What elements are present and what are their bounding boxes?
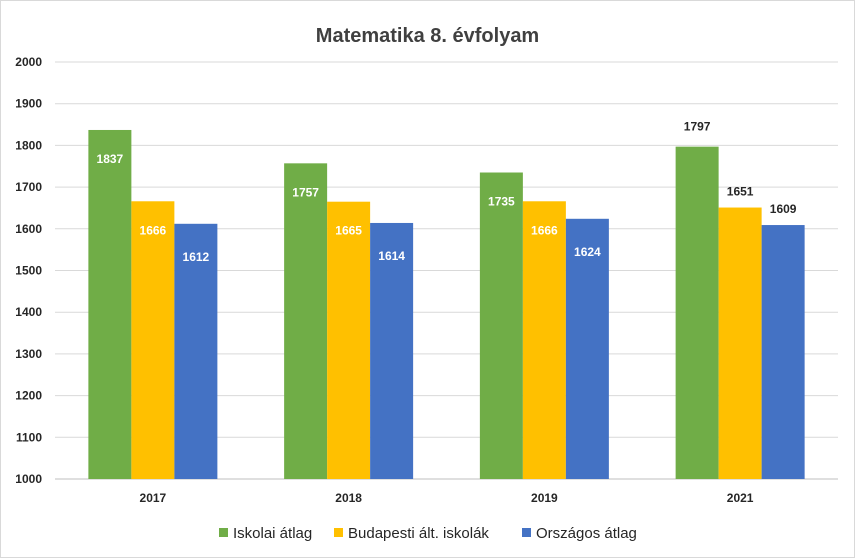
chart-title: Matematika 8. évfolyam xyxy=(315,25,540,47)
data-label: 1757 xyxy=(292,185,319,199)
x-category-label: 2017 xyxy=(140,491,167,505)
bar xyxy=(565,218,609,480)
bar xyxy=(675,146,719,479)
bar xyxy=(131,201,175,479)
data-label: 1624 xyxy=(574,245,601,259)
y-tick-label: 1500 xyxy=(15,264,42,278)
y-tick-label: 1600 xyxy=(15,222,42,236)
data-label: 1666 xyxy=(140,223,167,237)
bar xyxy=(522,201,566,479)
bar xyxy=(479,172,523,479)
data-label: 1614 xyxy=(378,249,405,263)
data-label: 1612 xyxy=(183,250,210,264)
legend-label: Budapesti ált. iskolák xyxy=(348,525,489,542)
bar xyxy=(327,201,371,479)
bar xyxy=(284,163,328,479)
bar xyxy=(718,207,762,479)
y-tick-label: 1400 xyxy=(15,305,42,319)
x-category-label: 2021 xyxy=(727,491,754,505)
legend-swatch xyxy=(219,528,228,537)
bar xyxy=(174,223,218,479)
data-label: 1837 xyxy=(97,152,124,166)
y-tick-label: 1100 xyxy=(16,430,42,444)
data-label: 1797 xyxy=(684,120,711,134)
data-label: 1735 xyxy=(488,195,515,209)
data-label: 1666 xyxy=(531,223,558,237)
y-tick-label: 1300 xyxy=(15,347,42,361)
legend-swatch xyxy=(334,528,343,537)
data-label: 1609 xyxy=(770,202,797,216)
x-category-label: 2018 xyxy=(335,491,362,505)
legend-swatch xyxy=(522,528,531,537)
y-tick-label: 2000 xyxy=(15,55,42,69)
bar xyxy=(761,225,805,479)
data-label: 1665 xyxy=(335,224,362,238)
y-tick-label: 1800 xyxy=(15,138,42,152)
y-tick-label: 1200 xyxy=(15,389,42,403)
y-tick-label: 1900 xyxy=(15,97,42,111)
bar xyxy=(370,222,414,479)
x-category-label: 2019 xyxy=(531,491,558,505)
legend-label: Országos átlag xyxy=(536,525,637,542)
data-label: 1651 xyxy=(727,185,754,199)
bar xyxy=(88,129,132,479)
y-tick-label: 1000 xyxy=(15,472,42,486)
legend-label: Iskolai átlag xyxy=(233,525,312,542)
y-tick-label: 1700 xyxy=(15,180,42,194)
